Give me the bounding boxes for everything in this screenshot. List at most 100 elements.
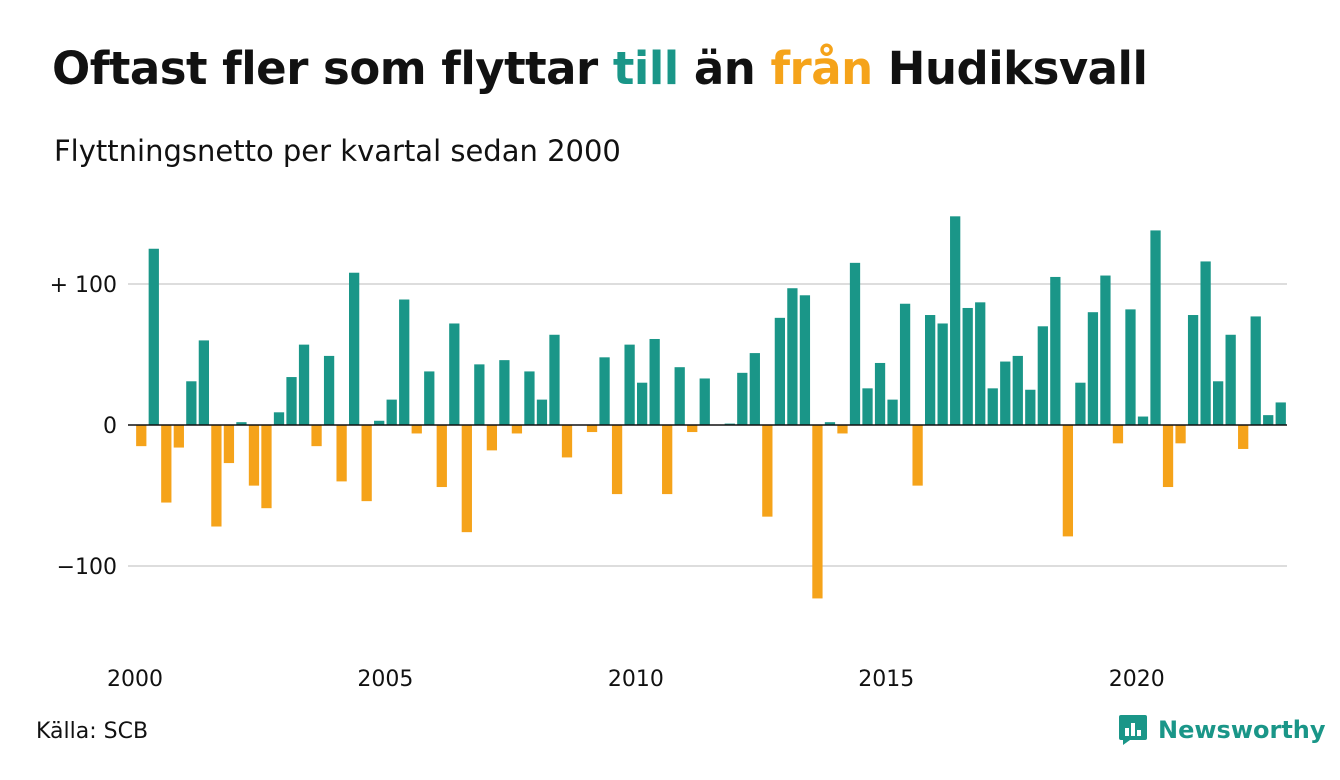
title-part-1: Oftast fler som flyttar <box>52 42 613 95</box>
title-part-3: än <box>678 42 771 95</box>
bar <box>787 288 798 425</box>
bar <box>286 377 297 425</box>
bar <box>799 295 811 425</box>
bar <box>1025 389 1036 425</box>
bar <box>198 340 210 425</box>
bar <box>937 323 948 425</box>
bar <box>1125 309 1136 425</box>
bar <box>273 412 285 425</box>
bar <box>1225 334 1236 425</box>
title-highlight-fran: från <box>770 42 873 95</box>
bar <box>950 216 961 425</box>
bar <box>1175 425 1186 444</box>
bar <box>411 425 422 434</box>
bar <box>323 355 335 425</box>
bar <box>311 425 322 447</box>
bar <box>586 425 598 433</box>
bar <box>136 425 147 447</box>
brand[interactable]: Newsworthy <box>1118 714 1326 746</box>
bar <box>611 425 623 495</box>
bar <box>449 323 460 425</box>
bar <box>1187 315 1199 425</box>
chart-title: Oftast fler som flyttar till än från Hud… <box>52 42 1148 95</box>
bar <box>887 399 898 425</box>
x-tick-label: 2010 <box>608 667 664 692</box>
y-tick-label: + 100 <box>50 273 117 298</box>
bar <box>173 425 184 448</box>
bar <box>1050 276 1061 425</box>
x-tick-label: 2005 <box>357 667 413 692</box>
bar <box>486 425 498 451</box>
bar <box>261 425 272 509</box>
bar <box>436 425 447 488</box>
bar <box>361 425 372 502</box>
bar <box>1075 382 1086 425</box>
y-tick-label: 0 <box>103 414 117 439</box>
bar <box>762 425 773 517</box>
bar <box>749 353 760 425</box>
bar <box>837 425 848 434</box>
bar <box>211 425 222 527</box>
x-tick-label: 2020 <box>1109 667 1165 692</box>
bar <box>1137 416 1149 425</box>
bar <box>549 334 560 425</box>
y-tick-label: −100 <box>57 555 117 580</box>
bar <box>1062 425 1074 537</box>
bar <box>1037 326 1048 425</box>
bar <box>336 425 347 482</box>
bar <box>599 357 610 425</box>
bar <box>1112 425 1124 444</box>
x-tick-label: 2015 <box>858 667 914 692</box>
bar <box>298 344 310 425</box>
bar <box>1000 361 1011 425</box>
bar <box>349 272 360 425</box>
bar <box>161 425 172 503</box>
bar <box>624 344 635 425</box>
title-highlight-till: till <box>612 42 679 95</box>
bar <box>248 425 260 486</box>
bar <box>1213 381 1224 425</box>
bar <box>737 372 748 425</box>
title-part-5: Hudiksvall <box>872 42 1148 95</box>
bar <box>674 367 685 425</box>
newsworthy-logo-icon <box>1119 715 1147 745</box>
bar <box>862 388 873 425</box>
bar <box>499 360 510 425</box>
bar <box>536 399 548 425</box>
bar <box>824 422 836 425</box>
bar <box>236 422 247 425</box>
bar <box>424 371 435 425</box>
bar <box>511 425 523 434</box>
bar <box>1250 316 1261 425</box>
bar <box>1238 425 1249 449</box>
bar <box>474 364 485 425</box>
bar <box>637 382 648 425</box>
bar <box>1100 275 1111 425</box>
bar <box>1012 355 1023 425</box>
bar <box>987 388 998 425</box>
bar <box>962 307 973 425</box>
bar <box>899 303 911 425</box>
bar <box>561 425 573 458</box>
bar <box>1150 230 1161 425</box>
bar <box>975 302 986 425</box>
bar <box>223 425 235 464</box>
bar <box>386 399 397 425</box>
bar <box>874 362 886 425</box>
bar <box>1200 261 1211 425</box>
bar <box>699 378 710 425</box>
bar <box>148 248 159 425</box>
bar <box>649 338 660 425</box>
bar <box>662 425 673 495</box>
brand-name: Newsworthy <box>1158 716 1326 744</box>
source-label: Källa: SCB <box>36 719 149 744</box>
bar <box>1087 312 1099 425</box>
bar <box>524 371 535 425</box>
bar <box>461 425 472 533</box>
bar <box>1263 415 1274 425</box>
bar <box>374 420 385 425</box>
bar <box>849 262 861 425</box>
bar <box>1275 402 1286 425</box>
bar <box>186 381 197 425</box>
